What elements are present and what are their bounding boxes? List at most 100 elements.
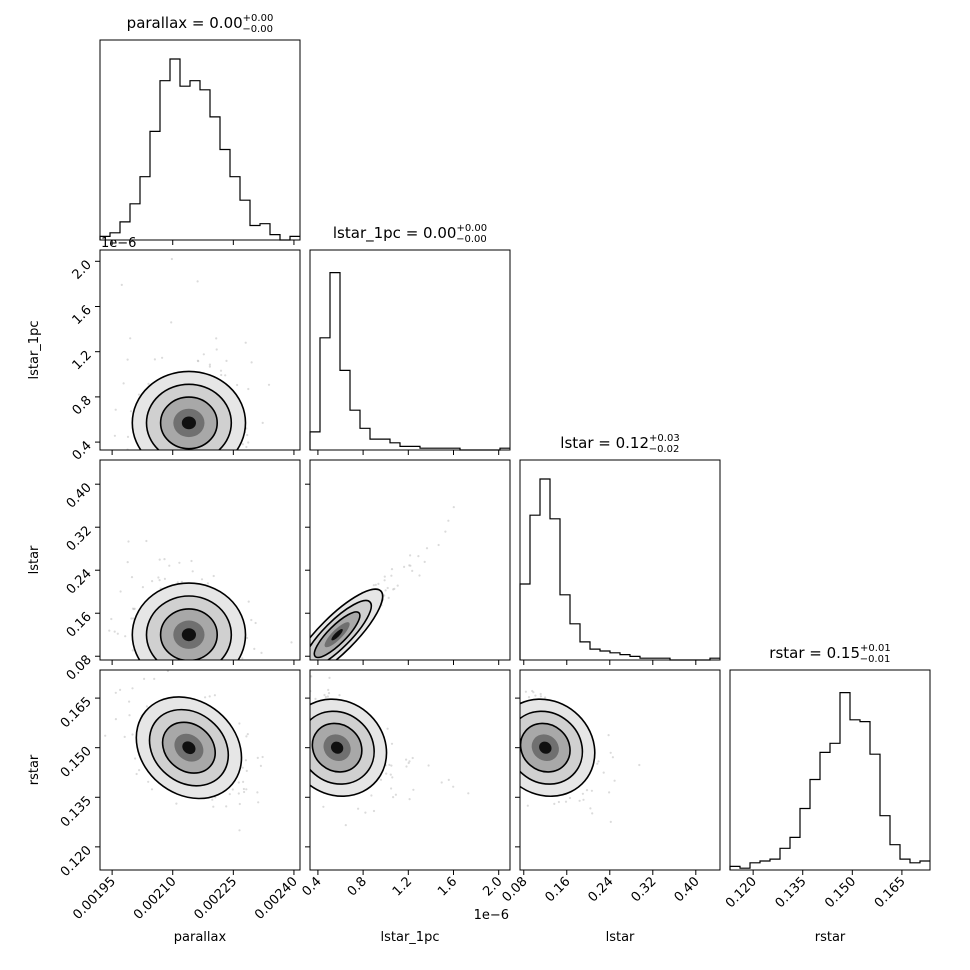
scatter-point bbox=[119, 590, 122, 593]
scatter-point bbox=[244, 759, 247, 762]
scatter-point bbox=[392, 796, 395, 799]
scatter-point bbox=[517, 724, 519, 726]
scatter-point bbox=[247, 461, 249, 463]
scatter-point bbox=[225, 359, 228, 362]
scatter-point bbox=[452, 785, 455, 788]
scatter-point bbox=[308, 664, 310, 666]
scatter-point bbox=[301, 670, 303, 672]
scatter-point bbox=[447, 778, 450, 782]
scatter-point bbox=[241, 657, 244, 660]
scatter-point bbox=[379, 778, 383, 781]
scatter-point bbox=[192, 457, 194, 459]
scatter-point bbox=[241, 443, 244, 446]
scatter-point bbox=[224, 374, 227, 377]
histogram-title: lstar = 0.12+0.03 −0.02 bbox=[560, 433, 679, 455]
scatter-point bbox=[308, 662, 310, 664]
scatter-point bbox=[208, 365, 211, 368]
scatter-point bbox=[132, 617, 135, 620]
x-offset-label: 1e−6 bbox=[474, 908, 509, 923]
scatter-point bbox=[303, 660, 305, 662]
y-tick-label: 0.32 bbox=[64, 523, 95, 554]
scatter-point bbox=[157, 576, 160, 579]
scatter-point bbox=[505, 722, 507, 724]
scatter-point bbox=[312, 662, 314, 664]
scatter-point bbox=[237, 792, 240, 795]
scatter-point bbox=[250, 361, 253, 364]
scatter-point bbox=[327, 692, 331, 695]
scatter-point bbox=[224, 672, 226, 674]
x-tick-label: 0.08 bbox=[500, 874, 531, 905]
contour-line bbox=[145, 595, 233, 660]
scatter-point bbox=[309, 665, 311, 667]
scatter-point bbox=[374, 583, 377, 587]
scatter-point bbox=[134, 757, 137, 760]
scatter-point bbox=[307, 722, 309, 724]
x-tick-label: 0.00240 bbox=[252, 874, 301, 923]
scatter-point bbox=[338, 694, 341, 697]
scatter-point bbox=[327, 688, 330, 692]
scatter-point bbox=[305, 709, 307, 711]
scatter-point bbox=[304, 689, 306, 691]
scatter-point bbox=[254, 621, 257, 625]
x-tick-label: 0.40 bbox=[672, 874, 703, 905]
scatter-point bbox=[517, 735, 519, 737]
contour-line bbox=[148, 708, 230, 787]
scatter-point bbox=[173, 452, 175, 454]
scatter-point bbox=[591, 812, 594, 815]
contour-line bbox=[159, 608, 218, 660]
contour-line bbox=[310, 588, 384, 660]
scatter-point bbox=[326, 695, 329, 698]
scatter-point bbox=[158, 579, 161, 582]
scatter-point bbox=[113, 434, 116, 437]
scatter-point bbox=[247, 441, 250, 444]
histogram-rstar bbox=[729, 692, 930, 870]
scatter-point bbox=[151, 580, 154, 583]
y-tick-label: 0.24 bbox=[64, 566, 95, 597]
scatter-point bbox=[307, 668, 309, 670]
scatter-point bbox=[596, 762, 599, 765]
scatter-point bbox=[297, 711, 299, 713]
contour-line bbox=[161, 721, 216, 774]
scatter-point bbox=[208, 695, 211, 698]
scatter-point bbox=[267, 383, 271, 386]
x-axis-label: parallax bbox=[174, 930, 227, 945]
scatter-point bbox=[242, 787, 245, 791]
scatter-point bbox=[408, 760, 411, 763]
scatter-point bbox=[389, 773, 392, 776]
x-tick-label: 1.2 bbox=[390, 874, 415, 899]
scatter-point bbox=[185, 667, 187, 669]
scatter-point bbox=[236, 383, 239, 387]
scatter-point bbox=[452, 506, 455, 509]
scatter-point bbox=[195, 452, 197, 454]
scatter-point bbox=[143, 677, 146, 681]
scatter-point bbox=[392, 588, 395, 591]
scatter-point bbox=[204, 696, 207, 699]
scatter-point bbox=[131, 649, 134, 652]
scatter-point bbox=[128, 714, 131, 717]
scatter-point bbox=[372, 809, 376, 813]
scatter-point bbox=[212, 450, 214, 452]
density-level bbox=[330, 741, 344, 754]
contour-line bbox=[159, 396, 218, 450]
y-tick-label: 0.165 bbox=[58, 694, 95, 731]
scatter-point bbox=[176, 450, 178, 452]
panel-parallax-vs-lstar bbox=[108, 539, 293, 674]
x-tick-label: 0.120 bbox=[723, 874, 760, 911]
scatter-point bbox=[390, 742, 394, 745]
x-tick-label: 0.150 bbox=[822, 874, 859, 911]
scatter-point bbox=[256, 756, 259, 760]
scatter-point bbox=[585, 789, 589, 792]
scatter-point bbox=[323, 693, 326, 697]
scatter-point bbox=[212, 805, 215, 808]
scatter-point bbox=[303, 735, 305, 737]
y-tick-label: 0.4 bbox=[70, 438, 95, 463]
scatter-point bbox=[524, 690, 528, 693]
panel-parallax-vs-lstar_1pc bbox=[113, 257, 271, 463]
scatter-point bbox=[241, 766, 244, 769]
scatter-point bbox=[383, 594, 386, 597]
scatter-point bbox=[315, 663, 317, 665]
panel-frame bbox=[99, 459, 301, 661]
scatter-point bbox=[309, 660, 311, 662]
scatter-point bbox=[113, 630, 116, 633]
x-tick-label: 1.6 bbox=[435, 874, 460, 899]
